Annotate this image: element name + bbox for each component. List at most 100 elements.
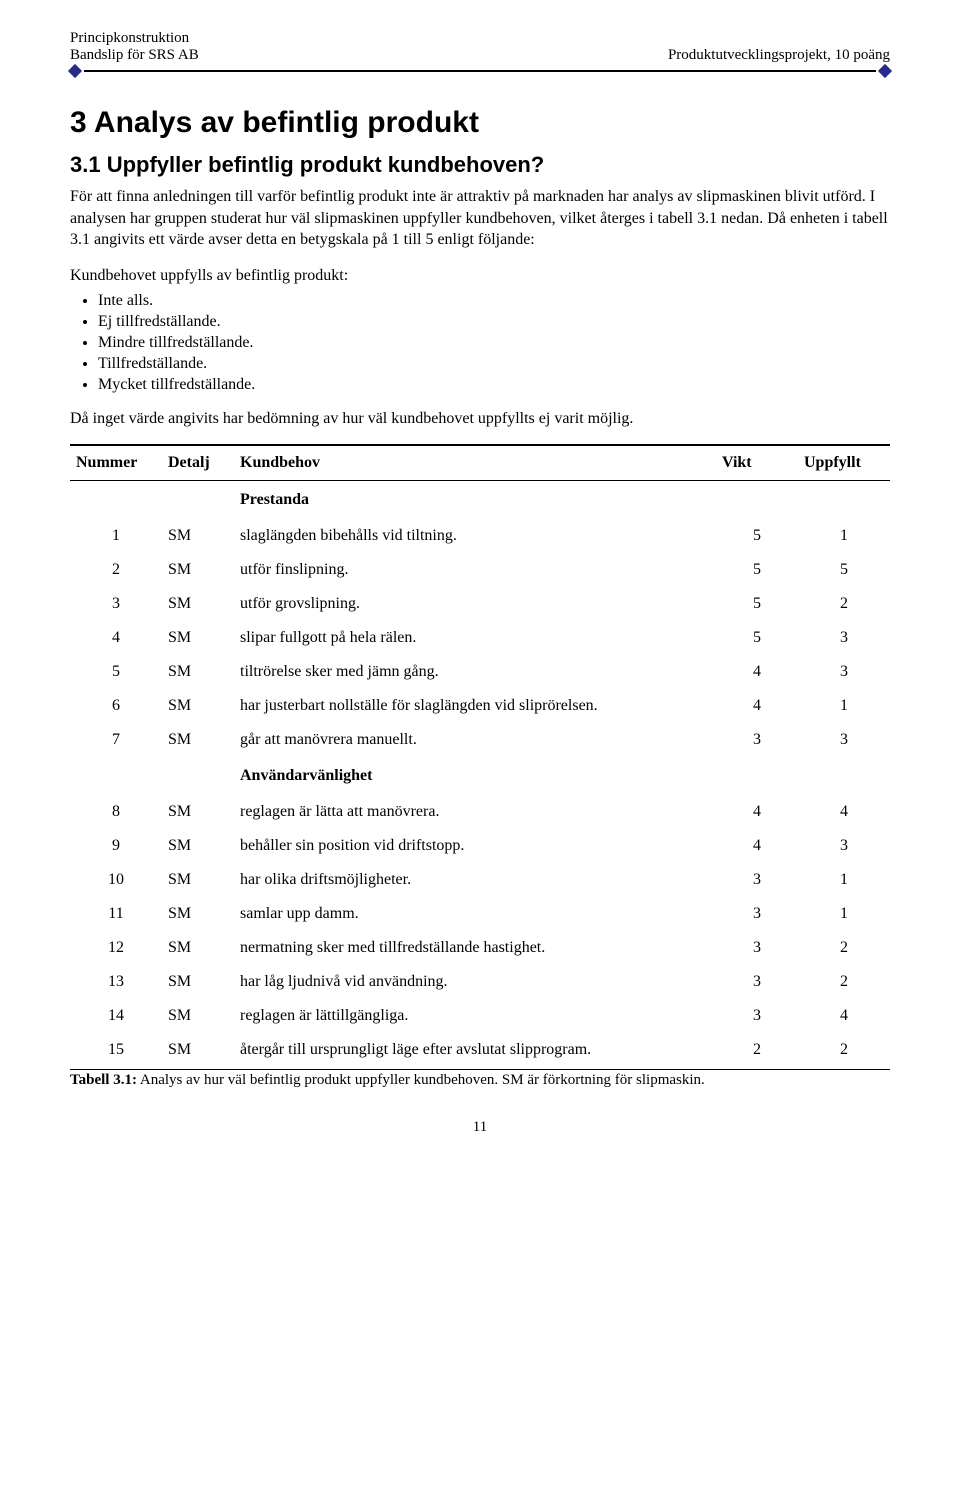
- cell-uppfyllt: 1: [798, 519, 890, 553]
- cell-uppfyllt: 1: [798, 863, 890, 897]
- header-right: Produktutvecklingsprojekt, 10 poäng: [668, 47, 890, 64]
- table-caption: Tabell 3.1: Analys av hur väl befintlig …: [70, 1069, 890, 1089]
- table-row: 6SMhar justerbart nollställe för slaglän…: [70, 689, 890, 723]
- cell-vikt: 5: [716, 519, 798, 553]
- cell-nummer: 2: [70, 553, 162, 587]
- cell-uppfyllt: 2: [798, 587, 890, 621]
- cell-vikt: 4: [716, 655, 798, 689]
- cell-vikt: 4: [716, 829, 798, 863]
- table-row: 8SMreglagen är lätta att manövrera.44: [70, 795, 890, 829]
- rule-line: [84, 70, 876, 72]
- cell-detalj: SM: [162, 655, 234, 689]
- table-row: 4SMslipar fullgott på hela rälen.53: [70, 621, 890, 655]
- cell-kundbehov: reglagen är lättillgängliga.: [234, 999, 716, 1033]
- cell-vikt: 3: [716, 965, 798, 999]
- cell-vikt: 5: [716, 587, 798, 621]
- section-label: Användarvänlighet: [234, 757, 716, 795]
- cell-nummer: 11: [70, 897, 162, 931]
- cell-detalj: SM: [162, 553, 234, 587]
- cell-detalj: SM: [162, 965, 234, 999]
- cell-detalj: SM: [162, 829, 234, 863]
- cell-uppfyllt: 3: [798, 723, 890, 757]
- cell-detalj: SM: [162, 723, 234, 757]
- rating-scale-list: Inte alls. Ej tillfredställande. Mindre …: [98, 292, 890, 394]
- header-left-line2: Bandslip för SRS AB: [70, 47, 199, 64]
- col-vikt: Vikt: [716, 445, 798, 481]
- cell-uppfyllt: 5: [798, 553, 890, 587]
- cell-vikt: 3: [716, 999, 798, 1033]
- cell-vikt: 4: [716, 795, 798, 829]
- cell-kundbehov: slipar fullgott på hela rälen.: [234, 621, 716, 655]
- cell-uppfyllt: 4: [798, 999, 890, 1033]
- cell-vikt: 3: [716, 931, 798, 965]
- cell-nummer: 5: [70, 655, 162, 689]
- cell-nummer: 12: [70, 931, 162, 965]
- cell-detalj: SM: [162, 931, 234, 965]
- page-header: Principkonstruktion Bandslip för SRS AB …: [70, 30, 890, 64]
- cell-detalj: SM: [162, 999, 234, 1033]
- cell-nummer: 14: [70, 999, 162, 1033]
- section-title: 3 Analys av befintlig produkt: [70, 106, 890, 140]
- cell-kundbehov: har olika driftsmöjligheter.: [234, 863, 716, 897]
- table-row: 11SMsamlar upp damm.31: [70, 897, 890, 931]
- table-row: 15SMåtergår till ursprungligt läge efter…: [70, 1033, 890, 1067]
- cell-uppfyllt: 1: [798, 897, 890, 931]
- table-row: 3SMutför grovslipning.52: [70, 587, 890, 621]
- cell-kundbehov: har justerbart nollställe för slaglängde…: [234, 689, 716, 723]
- page-number: 11: [70, 1119, 890, 1136]
- header-left-line1: Principkonstruktion: [70, 30, 199, 47]
- table-row: 13SMhar låg ljudnivå vid användning.32: [70, 965, 890, 999]
- cell-uppfyllt: 2: [798, 1033, 890, 1067]
- header-rule: [70, 66, 890, 76]
- paragraph-intro: För att finna anledningen till varför be…: [70, 186, 890, 251]
- cell-uppfyllt: 2: [798, 965, 890, 999]
- table-row: 12SMnermatning sker med tillfredställand…: [70, 931, 890, 965]
- cell-nummer: 8: [70, 795, 162, 829]
- paragraph-note: Då inget värde angivits har bedömning av…: [70, 408, 890, 430]
- cell-kundbehov: har låg ljudnivå vid användning.: [234, 965, 716, 999]
- cell-kundbehov: slaglängden bibehålls vid tiltning.: [234, 519, 716, 553]
- cell-nummer: 15: [70, 1033, 162, 1067]
- cell-vikt: 3: [716, 863, 798, 897]
- cell-detalj: SM: [162, 863, 234, 897]
- table-row: 2SMutför finslipning.55: [70, 553, 890, 587]
- cell-nummer: 7: [70, 723, 162, 757]
- list-item: Mycket tillfredställande.: [98, 376, 890, 394]
- col-nummer: Nummer: [70, 445, 162, 481]
- table-row: 9SMbehåller sin position vid driftstopp.…: [70, 829, 890, 863]
- cell-vikt: 4: [716, 689, 798, 723]
- cell-nummer: 1: [70, 519, 162, 553]
- list-item: Mindre tillfredställande.: [98, 334, 890, 352]
- cell-nummer: 4: [70, 621, 162, 655]
- table-row: 1SMslaglängden bibehålls vid tiltning.51: [70, 519, 890, 553]
- table-row: 7SMgår att manövrera manuellt.33: [70, 723, 890, 757]
- list-item: Tillfredställande.: [98, 355, 890, 373]
- section-label: Prestanda: [234, 480, 716, 519]
- cell-uppfyllt: 3: [798, 829, 890, 863]
- cell-vikt: 2: [716, 1033, 798, 1067]
- cell-detalj: SM: [162, 1033, 234, 1067]
- table-body: Prestanda1SMslaglängden bibehålls vid ti…: [70, 480, 890, 1067]
- cell-nummer: 13: [70, 965, 162, 999]
- col-detalj: Detalj: [162, 445, 234, 481]
- diamond-icon: [878, 64, 892, 78]
- cell-detalj: SM: [162, 897, 234, 931]
- list-item: Ej tillfredställande.: [98, 313, 890, 331]
- cell-kundbehov: samlar upp damm.: [234, 897, 716, 931]
- cell-kundbehov: nermatning sker med tillfredställande ha…: [234, 931, 716, 965]
- caption-text: Analys av hur väl befintlig produkt uppf…: [137, 1072, 705, 1088]
- cell-detalj: SM: [162, 621, 234, 655]
- cell-kundbehov: tiltrörelse sker med jämn gång.: [234, 655, 716, 689]
- cell-uppfyllt: 3: [798, 655, 890, 689]
- cell-kundbehov: utför finslipning.: [234, 553, 716, 587]
- col-uppfyllt: Uppfyllt: [798, 445, 890, 481]
- cell-uppfyllt: 4: [798, 795, 890, 829]
- cell-detalj: SM: [162, 689, 234, 723]
- requirements-table: Nummer Detalj Kundbehov Vikt Uppfyllt Pr…: [70, 444, 890, 1067]
- cell-kundbehov: reglagen är lätta att manövrera.: [234, 795, 716, 829]
- table-section-row: Prestanda: [70, 480, 890, 519]
- list-intro: Kundbehovet uppfylls av befintlig produk…: [70, 265, 890, 287]
- col-kundbehov: Kundbehov: [234, 445, 716, 481]
- cell-vikt: 3: [716, 897, 798, 931]
- list-item: Inte alls.: [98, 292, 890, 310]
